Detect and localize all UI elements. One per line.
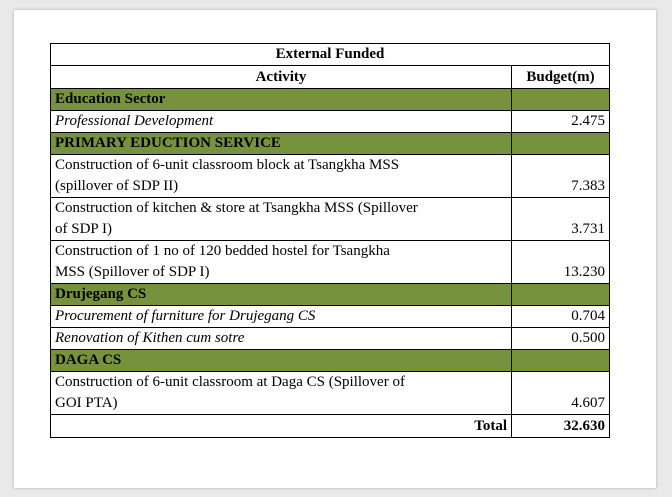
budget-cell: 3.731 [510,197,611,241]
activity-line: Construction of 1 no of 120 bedded hoste… [55,243,390,259]
activity-cell: Construction of 1 no of 120 bedded hoste… [50,240,512,284]
table-row: Procurement of furniture for Drujegang C… [50,305,611,328]
table-title-row: External Funded [49,43,611,66]
total-value: 32.630 [510,414,611,438]
activity-column-header: Activity [50,65,512,89]
sector-budget-cell [510,132,611,155]
budget-cell: 4.607 [510,371,611,415]
sector-row-daga: DAGA CS [50,349,611,372]
activity-cell: Renovation of Kithen cum sotre [50,327,512,350]
activity-line: Construction of 6-unit classroom at Daga… [55,374,405,390]
activity-line: GOI PTA) [55,395,118,411]
budget-cell: 0.500 [510,327,611,350]
budget-table: External Funded Activity Budget(m) Educa… [49,43,611,438]
total-label: Total [50,414,512,438]
sector-row-education: Education Sector [50,88,611,111]
table-header-row: Activity Budget(m) [50,65,611,89]
table-row: Construction of 6-unit classroom block a… [50,154,611,198]
sector-label: DAGA CS [50,349,512,372]
sector-budget-cell [510,88,611,111]
activity-cell: Procurement of furniture for Drujegang C… [50,305,512,328]
sector-row-primary-education: PRIMARY EDUCTION SERVICE [50,132,611,155]
budget-cell: 7.383 [510,154,611,198]
activity-cell: Construction of 6-unit classroom block a… [50,154,512,198]
sector-label: Education Sector [50,88,512,111]
activity-line: Construction of 6-unit classroom block a… [55,157,400,173]
sector-label: Drujegang CS [50,283,512,306]
total-row: Total 32.630 [50,414,611,438]
table-row: Construction of 1 no of 120 bedded hoste… [50,240,611,284]
activity-cell: Construction of 6-unit classroom at Daga… [50,371,512,415]
budget-cell: 0.704 [510,305,611,328]
sector-budget-cell [510,283,611,306]
sector-row-drujegang: Drujegang CS [50,283,611,306]
activity-line: Construction of kitchen & store at Tsang… [55,200,418,216]
sector-budget-cell [510,349,611,372]
activity-cell: Construction of kitchen & store at Tsang… [50,197,512,241]
activity-cell: Professional Development [50,110,512,133]
activity-line: (spillover of SDP II) [55,178,179,194]
activity-line: of SDP I) [55,221,112,237]
table-title: External Funded [49,43,611,66]
budget-column-header: Budget(m) [510,65,611,89]
table-row: Renovation of Kithen cum sotre 0.500 [50,327,611,350]
budget-cell: 2.475 [510,110,611,133]
table-row: Construction of 6-unit classroom at Daga… [50,371,611,415]
sector-label: PRIMARY EDUCTION SERVICE [50,132,512,155]
budget-cell: 13.230 [510,240,611,284]
document-page: External Funded Activity Budget(m) Educa… [14,10,656,488]
activity-line: MSS (Spillover of SDP I) [55,264,210,280]
table-row: Construction of kitchen & store at Tsang… [50,197,611,241]
table-row: Professional Development 2.475 [50,110,611,133]
